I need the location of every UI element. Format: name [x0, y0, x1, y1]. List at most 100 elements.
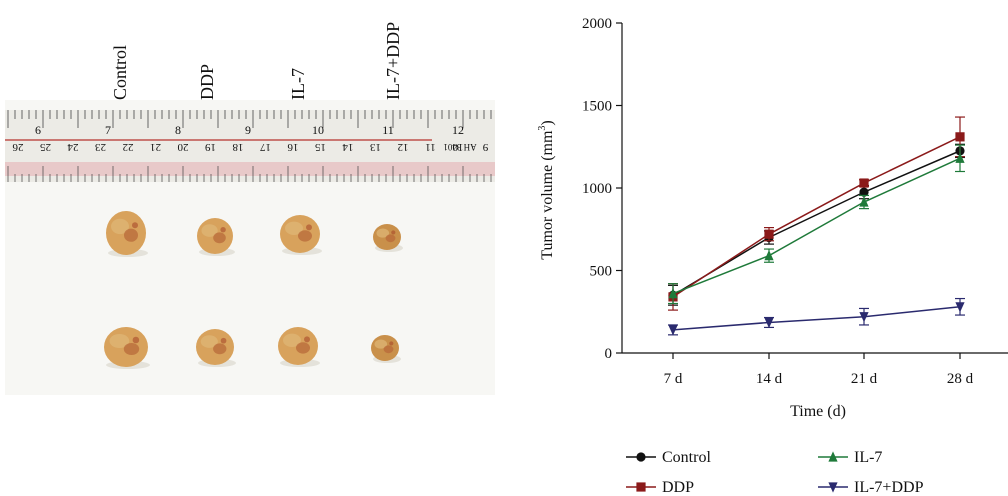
tumor-volume-chart: 0 500 1000 1500 2000 7 d 14 d 21 d 28 d Time (d)… [537, 16, 1008, 496]
x-tick-label: 7 d [664, 371, 683, 387]
data-point [859, 312, 869, 323]
chart-legend: Control DDP IL-7 IL-7+DDP [626, 449, 924, 496]
tumor-highlight [376, 228, 390, 238]
group-label: DDP [197, 64, 217, 100]
tumor-spot [213, 232, 226, 244]
legend-label: IL-7+DDP [854, 479, 924, 496]
x-tick-label: 21 d [851, 371, 878, 387]
ruler-top-number: 10 [312, 123, 324, 137]
series-line [672, 136, 961, 298]
tumor-photo-panel: 6 7 8 9 10 11 12 26 25 24 23 22 21 20 19 18 17 16 15 14 13 12… [5, 22, 495, 395]
ruler-bottom-number: 10 [452, 141, 464, 153]
tumor [197, 218, 235, 256]
ruler-bottom-number: 22 [123, 141, 134, 153]
ruler-bottom-number: 11 [425, 141, 436, 153]
ruler-bottom-number: 25 [40, 141, 52, 153]
tumor-highlight [109, 334, 130, 348]
ruler-top-number: 8 [175, 123, 181, 137]
series-layer [668, 116, 965, 336]
tumor-highlight [374, 339, 388, 349]
data-point [859, 178, 869, 188]
data-point [955, 132, 965, 142]
tumor [278, 327, 320, 367]
y-tick-label: 0 [605, 346, 613, 362]
y-axis-label: Tumor volume (mm3) [537, 120, 556, 260]
group-label: IL-7 [288, 68, 308, 100]
group-label: IL-7+DDP [383, 22, 403, 100]
ruler-bottom-number: 13 [370, 141, 382, 153]
series-line [672, 150, 961, 296]
ruler-bottom-number: 21 [150, 141, 161, 153]
ruler-bottom-number: 18 [232, 141, 244, 153]
ruler-bottom-number: 26 [12, 141, 24, 153]
tumor-spot [213, 343, 227, 355]
y-axis-label-main: Tumor volume (mm [539, 130, 556, 260]
legend-item: Control [626, 449, 711, 466]
ruler-bottom-number: 9 [482, 141, 488, 153]
ruler-ticks [7, 110, 492, 182]
tumor-spot [132, 222, 138, 229]
tumor [104, 327, 150, 369]
ruler-bottom-number: 14 [342, 141, 354, 153]
legend-label: IL-7 [854, 449, 882, 466]
tumor-spot [385, 234, 396, 243]
ruler-top-number: 7 [105, 123, 111, 137]
series-ddp [668, 116, 965, 311]
legend-item: IL-7+DDP [818, 479, 924, 496]
group-label: Control [110, 45, 130, 100]
tumor [106, 211, 148, 257]
ruler-bottom-number: 20 [177, 141, 189, 153]
ruler-bottom-number: 12 [398, 141, 409, 153]
legend-marker [828, 451, 838, 462]
tumor [373, 224, 403, 252]
tumor [280, 215, 322, 255]
x-tick-label: 14 d [756, 371, 783, 387]
legend-marker [636, 482, 646, 492]
ruler-top-number: 12 [452, 123, 464, 137]
tumor-spot [220, 227, 226, 233]
ruler-bottom-number: 24 [67, 141, 79, 153]
data-point [764, 317, 774, 329]
chart-axes: 0 500 1000 1500 2000 7 d 14 d 21 d 28 d [582, 16, 1008, 387]
series-il-7 [668, 144, 965, 305]
y-tick-label: 1000 [582, 181, 612, 197]
tumor-spot [389, 341, 394, 346]
ruler-bottom-number: 17 [260, 141, 272, 153]
tumor-spot [220, 337, 227, 344]
y-tick-label: 2000 [582, 16, 612, 32]
ruler-bottom-number: 23 [95, 141, 107, 153]
tumor-spot [298, 230, 312, 242]
y-axis-label-end: ) [539, 120, 556, 125]
tumor-highlight [283, 333, 301, 347]
y-tick-label: 500 [590, 264, 613, 280]
legend-label: Control [662, 449, 711, 466]
data-point [859, 187, 869, 197]
legend-item: IL-7 [818, 449, 882, 466]
tumors [104, 211, 403, 369]
tumor [196, 329, 236, 367]
data-point [764, 229, 774, 239]
group-labels: Control DDP IL-7 IL-7+DDP [110, 22, 403, 100]
data-point [955, 302, 965, 313]
y-tick-label: 1500 [582, 99, 612, 115]
tumor-highlight [111, 218, 129, 235]
tumor-highlight [201, 224, 218, 237]
tumor-spot [304, 336, 310, 343]
data-point [668, 288, 678, 299]
tumor [371, 335, 401, 363]
series-line [672, 157, 961, 295]
data-point [668, 325, 678, 336]
tumor-spot [391, 230, 396, 235]
ruler-red-band [5, 162, 495, 176]
ruler-bottom-number: 19 [205, 141, 217, 153]
series-line [672, 306, 961, 331]
y-axis-label-sup: 3 [537, 126, 548, 131]
ruler-top-number: 9 [245, 123, 251, 137]
ruler-top-number: 6 [35, 123, 41, 137]
tumor-spot [296, 342, 310, 354]
tumor-highlight [200, 335, 218, 348]
x-tick-label: 28 d [947, 371, 974, 387]
legend-label: DDP [662, 479, 694, 496]
data-point [764, 250, 774, 261]
tumor-highlight [285, 221, 303, 235]
